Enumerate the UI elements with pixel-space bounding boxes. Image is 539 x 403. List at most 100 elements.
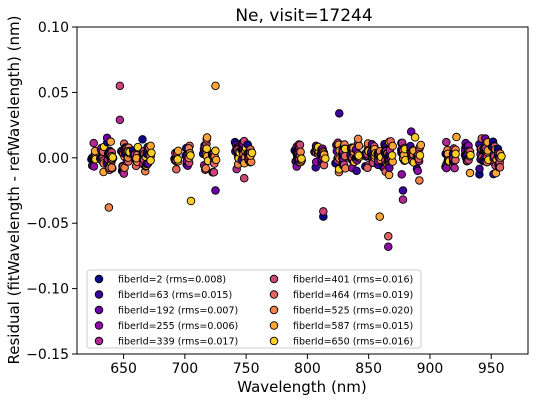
data-point <box>133 142 143 152</box>
y-axis-label: Residual (fitWavelength - refWavelength)… <box>5 16 23 365</box>
legend-marker <box>94 290 104 299</box>
data-point <box>475 164 484 174</box>
data-point <box>442 137 451 147</box>
data-point <box>295 140 305 150</box>
x-axis-label: Wavelength (nm) <box>237 378 367 396</box>
data-point <box>384 170 394 180</box>
x-tick-label: 750 <box>233 361 260 377</box>
legend-marker <box>94 321 104 330</box>
data-point <box>147 148 156 158</box>
data-point-outlier <box>335 109 344 118</box>
data-point <box>387 151 397 160</box>
data-point-outlier <box>186 196 196 206</box>
legend-marker <box>269 321 279 330</box>
data-point <box>108 153 117 162</box>
x-tick-label: 900 <box>417 361 444 377</box>
data-point-outlier <box>398 195 408 204</box>
y-axis: −0.15 −0.10 −0.05 0.00 0.05 0.10 <box>26 20 77 363</box>
data-point <box>451 149 460 159</box>
data-point <box>172 165 181 174</box>
y-tick-label: −0.10 <box>26 282 69 298</box>
data-point <box>495 163 505 172</box>
legend-label: fiberId=339 (rms=0.017) <box>118 337 238 348</box>
data-point-outlier <box>319 207 328 216</box>
data-point <box>186 151 195 160</box>
data-point-outlier <box>104 203 114 212</box>
data-point <box>202 144 211 153</box>
data-point <box>465 168 475 178</box>
data-point <box>89 162 99 171</box>
x-tick-label: 850 <box>355 361 382 377</box>
legend-label: fiberId=464 (rms=0.019) <box>293 290 413 301</box>
y-tick-label: 0.10 <box>38 20 69 36</box>
legend-label: fiberId=192 (rms=0.007) <box>118 306 238 317</box>
data-point <box>416 140 426 150</box>
plot-frame <box>76 26 529 355</box>
y-tick-label: 0.00 <box>38 151 69 167</box>
data-point <box>297 154 306 163</box>
data-point-outlier <box>115 115 125 125</box>
legend-marker <box>94 305 104 315</box>
legend-label: fiberId=63 (rms=0.015) <box>118 290 232 301</box>
data-point <box>410 133 420 142</box>
data-point <box>450 163 459 173</box>
legend-box <box>86 269 422 349</box>
data-point <box>397 170 406 179</box>
data-point <box>211 155 221 165</box>
data-point <box>354 141 364 151</box>
data-point <box>209 168 219 177</box>
data-point <box>239 173 249 183</box>
data-point <box>138 135 147 144</box>
chart-title: Ne, visit=17244 <box>235 6 372 26</box>
legend-label: fiberId=2 (rms=0.008) <box>118 275 226 286</box>
data-point <box>406 127 416 136</box>
data-point-outlier <box>384 242 393 251</box>
legend-label: fiberId=255 (rms=0.006) <box>118 321 238 332</box>
data-point-outlier <box>211 81 220 91</box>
data-point <box>211 146 220 156</box>
data-point <box>106 137 115 146</box>
data-point <box>452 132 461 142</box>
legend-marker <box>269 274 279 284</box>
data-point <box>146 156 155 165</box>
y-tick-label: −0.15 <box>26 347 69 363</box>
data-point <box>353 134 363 144</box>
legend-label: fiberId=650 (rms=0.016) <box>293 337 413 348</box>
x-tick-label: 700 <box>171 361 198 377</box>
legend-marker <box>269 336 279 346</box>
legend: fiberId=2 (rms=0.008) fiberId=63 (rms=0.0… <box>86 269 422 349</box>
x-tick-label: 800 <box>294 361 321 377</box>
data-point <box>202 133 212 142</box>
data-point-outlier <box>384 232 393 241</box>
points-layer <box>87 81 506 251</box>
data-point <box>415 176 424 185</box>
data-point <box>497 152 506 161</box>
legend-marker <box>269 305 279 315</box>
data-point <box>413 166 423 176</box>
data-point <box>363 163 372 173</box>
legend-label: fiberId=525 (rms=0.020) <box>293 306 413 317</box>
legend-marker <box>94 336 104 346</box>
x-tick-label: 650 <box>110 361 137 377</box>
legend-marker <box>269 290 279 299</box>
data-point <box>173 155 183 164</box>
data-point <box>352 166 361 176</box>
data-point-outlier <box>211 186 220 195</box>
y-tick-label: 0.05 <box>38 85 69 101</box>
data-point <box>173 146 183 156</box>
data-point <box>201 164 211 173</box>
data-point <box>466 150 475 160</box>
data-point <box>415 151 425 160</box>
x-axis: 650 700 750 800 850 900 950 <box>110 354 505 377</box>
data-point-outlier <box>398 186 408 195</box>
data-point <box>247 148 257 158</box>
data-point <box>388 141 397 151</box>
data-point <box>146 141 155 151</box>
data-point <box>321 154 330 163</box>
legend-marker <box>94 274 104 284</box>
y-tick-label: −0.05 <box>26 216 69 232</box>
data-point <box>341 164 350 173</box>
data-point-outlier <box>115 81 125 91</box>
